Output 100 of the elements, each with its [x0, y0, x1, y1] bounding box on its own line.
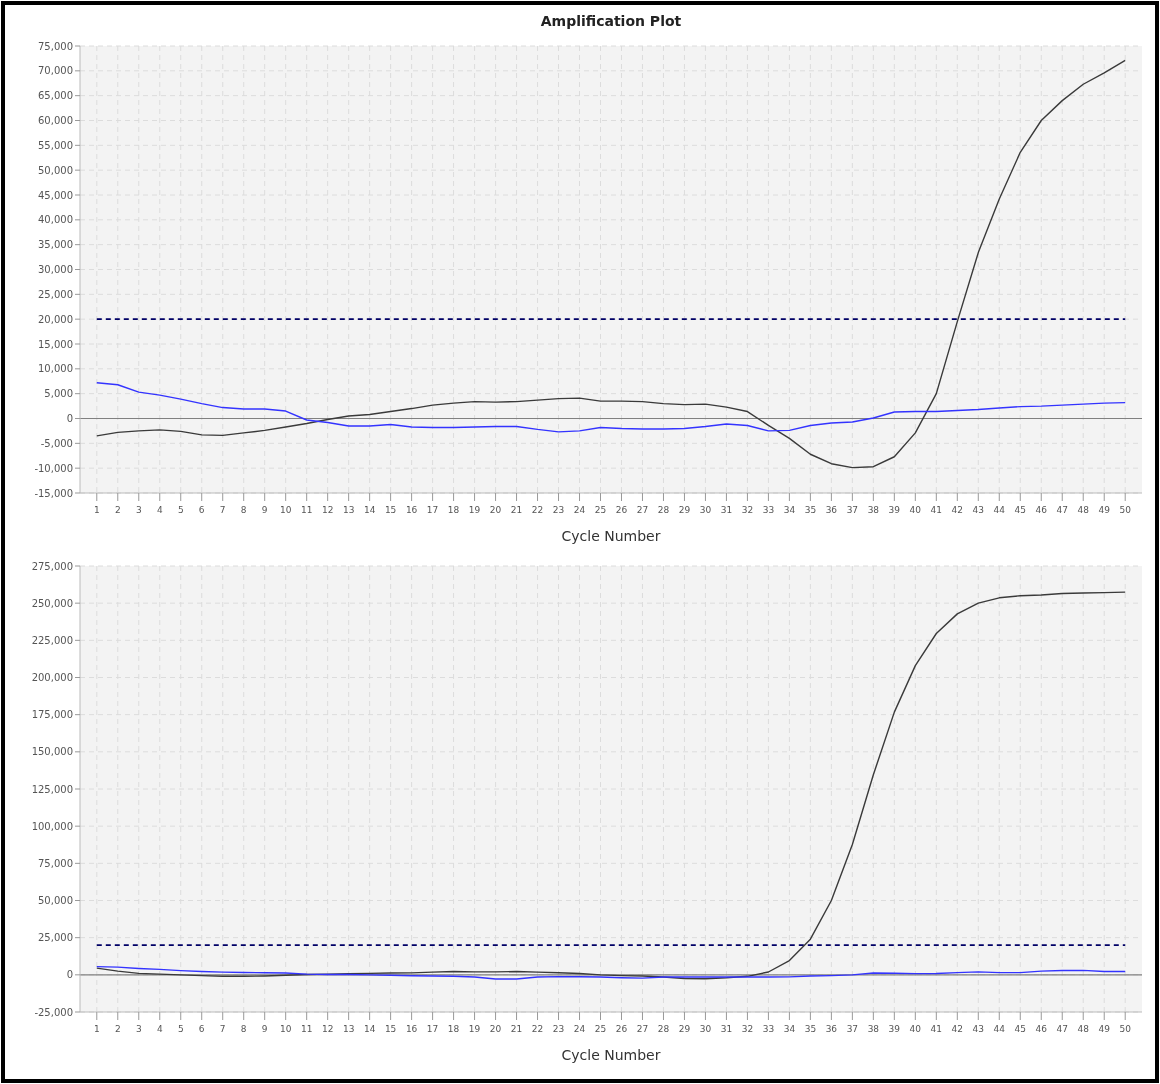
- x-tick-label: 31: [720, 1024, 733, 1034]
- x-tick-label: 42: [951, 505, 964, 515]
- x-tick-label: 37: [846, 505, 859, 515]
- x-tick-label: 24: [573, 1024, 586, 1034]
- x-tick-label: 39: [888, 1024, 901, 1034]
- y-tick-label: 45,000: [38, 189, 73, 201]
- x-tick-label: 13: [342, 505, 355, 515]
- x-tick-label: 14: [363, 505, 376, 515]
- x-tick-label: 28: [657, 1024, 670, 1034]
- x-tick-label: 43: [972, 505, 985, 515]
- x-tick-label: 44: [993, 1024, 1006, 1034]
- x-tick-label: 12: [321, 1024, 334, 1034]
- x-tick-label: 27: [636, 1024, 649, 1034]
- y-tick-label: 175,000: [31, 709, 73, 721]
- x-tick-label: 31: [720, 505, 733, 515]
- x-tick-label: 30: [699, 1024, 712, 1034]
- y-tick-label: 5,000: [44, 388, 73, 400]
- x-tick-label: 19: [468, 1024, 481, 1034]
- x-tick-label: 29: [678, 505, 691, 515]
- x-tick-label: 43: [972, 1024, 985, 1034]
- y-tick-label: 20,000: [38, 313, 73, 325]
- x-tick-label: 12: [321, 505, 334, 515]
- y-tick-label: 25,000: [38, 932, 73, 944]
- x-tick-label: 45: [1014, 505, 1026, 515]
- x-tick-label: 41: [930, 505, 943, 515]
- x-tick-label: 9: [261, 1024, 268, 1034]
- x-tick-label: 22: [531, 505, 544, 515]
- x-tick-label: 15: [384, 1024, 397, 1034]
- x-tick-label: 37: [846, 1024, 859, 1034]
- x-tick-label: 15: [384, 505, 397, 515]
- y-tick-label: 40,000: [38, 214, 73, 226]
- y-tick-label: 60,000: [38, 115, 73, 126]
- x-tick-label: 5: [177, 505, 184, 515]
- x-tick-label: 45: [1014, 1024, 1026, 1034]
- x-tick-label: 1: [93, 1024, 100, 1034]
- y-tick-label: 0: [66, 969, 73, 981]
- x-tick-label: 11: [300, 1024, 313, 1034]
- x-tick-label: 34: [783, 505, 796, 515]
- x-tick-label: 11: [300, 505, 313, 515]
- x-tick-label: 26: [615, 505, 628, 515]
- y-tick-label: -10,000: [34, 462, 73, 474]
- x-tick-label: 48: [1077, 505, 1090, 515]
- line-series: [96, 382, 1126, 433]
- x-tick-label: 48: [1077, 1024, 1090, 1034]
- y-tick-label: 100,000: [31, 820, 73, 832]
- y-tick-label: 65,000: [38, 90, 73, 102]
- x-tick-label: 46: [1035, 505, 1048, 515]
- y-tick-label: 125,000: [31, 783, 73, 795]
- y-tick-label: 50,000: [38, 164, 73, 176]
- x-tick-label: 14: [363, 1024, 376, 1034]
- x-tick-label: 38: [867, 1024, 880, 1034]
- x-tick-label: 32: [741, 1024, 754, 1034]
- x-tick-label: 8: [240, 505, 247, 515]
- x-tick-label: 1: [93, 505, 100, 515]
- x-tick-label: 24: [573, 505, 586, 515]
- x-tick-label: 20: [489, 1024, 502, 1034]
- x-tick-label: 33: [762, 505, 775, 515]
- x-tick-label: 2: [114, 505, 121, 515]
- x-tick-label: 29: [678, 1024, 691, 1034]
- x-tick-label: 42: [951, 1024, 964, 1034]
- x-tick-label: 40: [909, 505, 922, 515]
- x-tick-label: 6: [198, 1024, 205, 1034]
- x-tick-label: 33: [762, 1024, 775, 1034]
- x-tick-label: 7: [219, 505, 226, 515]
- y-tick-label: 15,000: [38, 338, 73, 350]
- y-tick-label: 25,000: [38, 288, 73, 300]
- x-tick-label: 50: [1119, 505, 1132, 515]
- x-tick-label: 17: [426, 1024, 439, 1034]
- x-tick-label: 30: [699, 505, 712, 515]
- y-tick-label: 0: [66, 413, 73, 424]
- x-tick-label: 19: [468, 505, 481, 515]
- x-tick-label: 23: [552, 1024, 565, 1034]
- x-tick-label: 25: [594, 505, 607, 515]
- x-tick-label: 36: [825, 1024, 838, 1034]
- x-tick-label: 10: [279, 1024, 292, 1034]
- x-tick-label: 41: [930, 1024, 943, 1034]
- x-tick-label: 47: [1056, 505, 1068, 515]
- x-axis-title: Cycle Number: [561, 1047, 661, 1063]
- x-tick-label: 26: [615, 1024, 628, 1034]
- x-tick-label: 50: [1119, 1024, 1132, 1034]
- y-tick-label: 35,000: [38, 239, 73, 251]
- x-tick-label: 10: [279, 505, 292, 515]
- line-series: [96, 591, 1126, 980]
- x-tick-label: 28: [657, 505, 670, 515]
- x-tick-label: 17: [426, 505, 439, 515]
- y-tick-label: 150,000: [31, 746, 73, 758]
- x-tick-label: 36: [825, 505, 838, 515]
- x-tick-label: 49: [1098, 505, 1111, 515]
- x-tick-label: 13: [342, 1024, 355, 1034]
- x-tick-label: 47: [1056, 1024, 1068, 1034]
- x-tick-label: 16: [405, 1024, 418, 1034]
- x-tick-label: 6: [198, 505, 205, 515]
- x-tick-label: 49: [1098, 1024, 1111, 1034]
- x-tick-label: 3: [135, 505, 142, 515]
- y-tick-label: 70,000: [38, 65, 73, 77]
- x-tick-label: 22: [531, 1024, 544, 1034]
- chart-title: Amplification Plot: [540, 13, 682, 29]
- x-tick-label: 38: [867, 505, 880, 515]
- line-series: [96, 965, 1126, 980]
- x-tick-label: 39: [888, 505, 901, 515]
